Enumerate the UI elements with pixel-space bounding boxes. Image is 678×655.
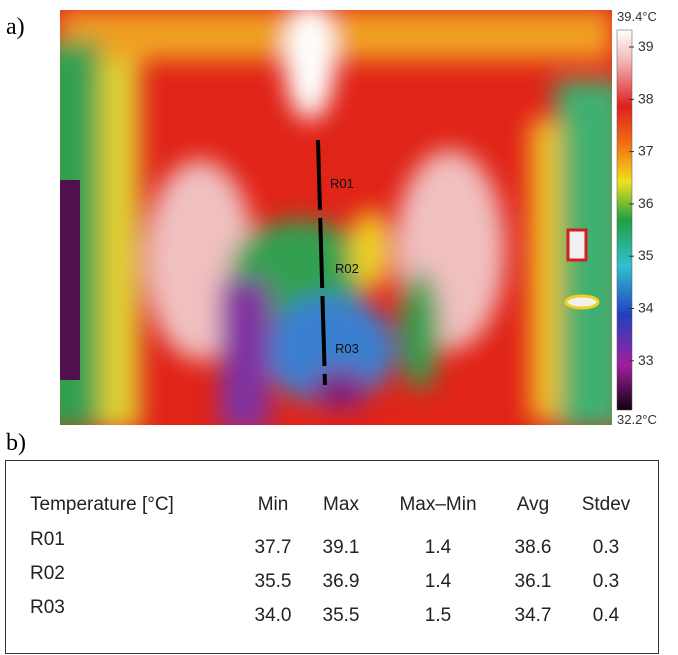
colorbar-tick-label: 39 [638, 38, 654, 54]
colorbar-tick-label: 36 [638, 195, 654, 211]
table-cell: R01 [30, 529, 65, 550]
data-table: Temperature [°C] Min Max Max–Min Avg Stdev R01… [5, 460, 659, 654]
table-cell: 1.4 [424, 537, 452, 558]
table-cell: 34.7 [514, 605, 552, 626]
table-header: Max [323, 494, 359, 515]
panel-label: a) [6, 14, 25, 40]
table-cell: R03 [30, 597, 65, 618]
table-header: Min [257, 494, 289, 515]
table-cell: 0.3 [592, 537, 620, 558]
table-cell: 36.1 [514, 571, 552, 592]
thermal-panel: R01 R02 R03 39.4°C 32.2°C 39 38 37 36 35 34 33 [60, 9, 657, 427]
colorbar-tick-label: 38 [638, 90, 654, 106]
colorbar-tick-label: 33 [638, 352, 654, 368]
table-cell: 39.1 [322, 537, 360, 558]
table-cell: 37.7 [254, 537, 292, 558]
table-cell: 1.4 [424, 571, 452, 592]
colorbar-tick-label: 34 [638, 300, 654, 316]
region-label: R01 [330, 176, 354, 191]
table-header: Temperature [°C] [30, 494, 174, 515]
colorbar-tick-label: 37 [638, 143, 654, 159]
region-label: R02 [335, 261, 359, 276]
table-cell: 36.9 [322, 571, 360, 592]
panel-label: b) [6, 430, 26, 456]
colorbar-tick-label: 35 [638, 247, 654, 263]
colorbar-max: 39.4°C [617, 9, 657, 24]
table-header: Stdev [581, 494, 631, 515]
table-header: Avg [516, 494, 550, 515]
table-cell: R02 [30, 563, 65, 584]
region-label: R03 [335, 341, 359, 356]
table-header: Max–Min [399, 494, 477, 515]
table-cell: 34.0 [254, 605, 292, 626]
table-cell: 0.3 [592, 571, 620, 592]
table-cell: 0.4 [592, 605, 620, 626]
thermal-image [60, 10, 612, 425]
table-cell: 35.5 [254, 571, 292, 592]
colorbar [616, 29, 633, 411]
table-cell: 38.6 [514, 537, 552, 558]
table-cell: 1.5 [424, 605, 452, 626]
table-cell: 35.5 [322, 605, 360, 626]
colorbar-min: 32.2°C [617, 412, 657, 427]
